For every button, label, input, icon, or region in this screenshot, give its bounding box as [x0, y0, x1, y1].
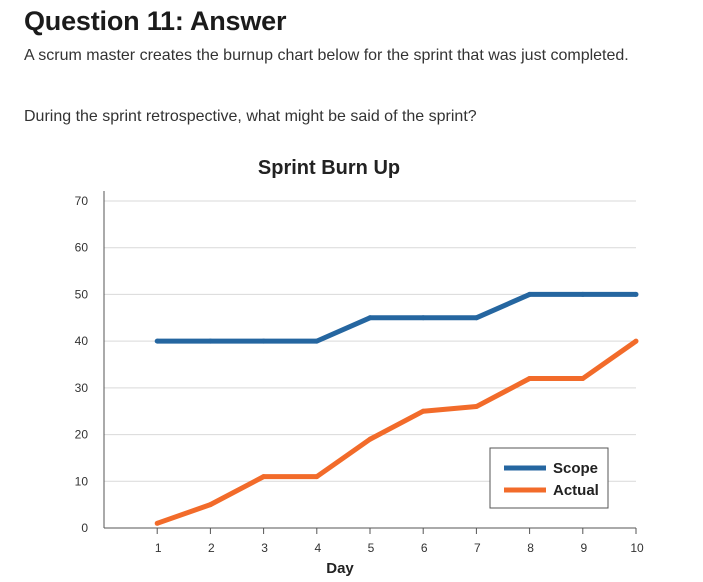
y-tick-label: 10	[75, 474, 89, 488]
data-point-actual	[527, 376, 533, 382]
series-lines	[154, 291, 639, 526]
legend-label-actual: Actual	[553, 482, 599, 499]
x-axis-title: Day	[326, 560, 354, 577]
x-tick-label: 10	[630, 541, 644, 555]
data-point-actual	[473, 404, 479, 410]
data-point-actual	[207, 502, 213, 508]
x-tick-label: 1	[155, 541, 162, 555]
data-point-scope	[154, 338, 160, 344]
data-point-scope	[207, 338, 213, 344]
y-tick-label: 60	[75, 241, 89, 255]
data-point-scope	[633, 291, 639, 297]
y-tick-label: 0	[81, 521, 88, 535]
data-point-actual	[420, 408, 426, 414]
legend-label-scope: Scope	[553, 460, 598, 477]
data-point-scope	[473, 315, 479, 321]
series-line-actual	[156, 339, 638, 526]
data-point-actual	[261, 474, 267, 480]
x-tick-label: 2	[208, 541, 215, 555]
x-tick-label: 3	[261, 541, 268, 555]
data-point-scope	[261, 338, 267, 344]
legend: Scope Actual	[489, 447, 609, 509]
legend-box	[489, 447, 609, 509]
data-point-actual	[314, 474, 320, 480]
data-point-scope	[367, 315, 373, 321]
question-text: A scrum master creates the burnup chart …	[24, 47, 629, 64]
data-point-scope	[527, 291, 533, 297]
y-tick-label: 30	[75, 381, 89, 395]
x-tick-label: 7	[474, 541, 481, 555]
question-prompt: During the sprint retrospective, what mi…	[24, 108, 477, 125]
x-tick-label: 4	[314, 541, 321, 555]
x-tick-label: 8	[527, 541, 534, 555]
x-tick-label: 6	[421, 541, 428, 555]
axes: 0 10 20 30 40 50 60 70 1 2 3 4 5 6 7 8 9 10	[75, 191, 644, 555]
page-title: Question 11: Answer	[24, 6, 287, 36]
chart-title: Sprint Burn Up	[258, 157, 400, 179]
data-point-actual	[580, 376, 586, 382]
data-point-scope	[580, 291, 586, 297]
y-tick-label: 50	[75, 287, 89, 301]
x-tick-label: 9	[580, 541, 587, 555]
y-tick-label: 40	[75, 334, 89, 348]
data-point-actual	[633, 338, 639, 344]
data-point-scope	[314, 338, 320, 344]
data-point-actual	[367, 436, 373, 442]
y-tick-label: 20	[75, 428, 89, 442]
data-point-scope	[420, 315, 426, 321]
x-tick-label: 5	[368, 541, 375, 555]
series-line-scope	[157, 291, 636, 344]
data-point-actual	[154, 520, 160, 526]
y-tick-label: 70	[75, 194, 89, 208]
